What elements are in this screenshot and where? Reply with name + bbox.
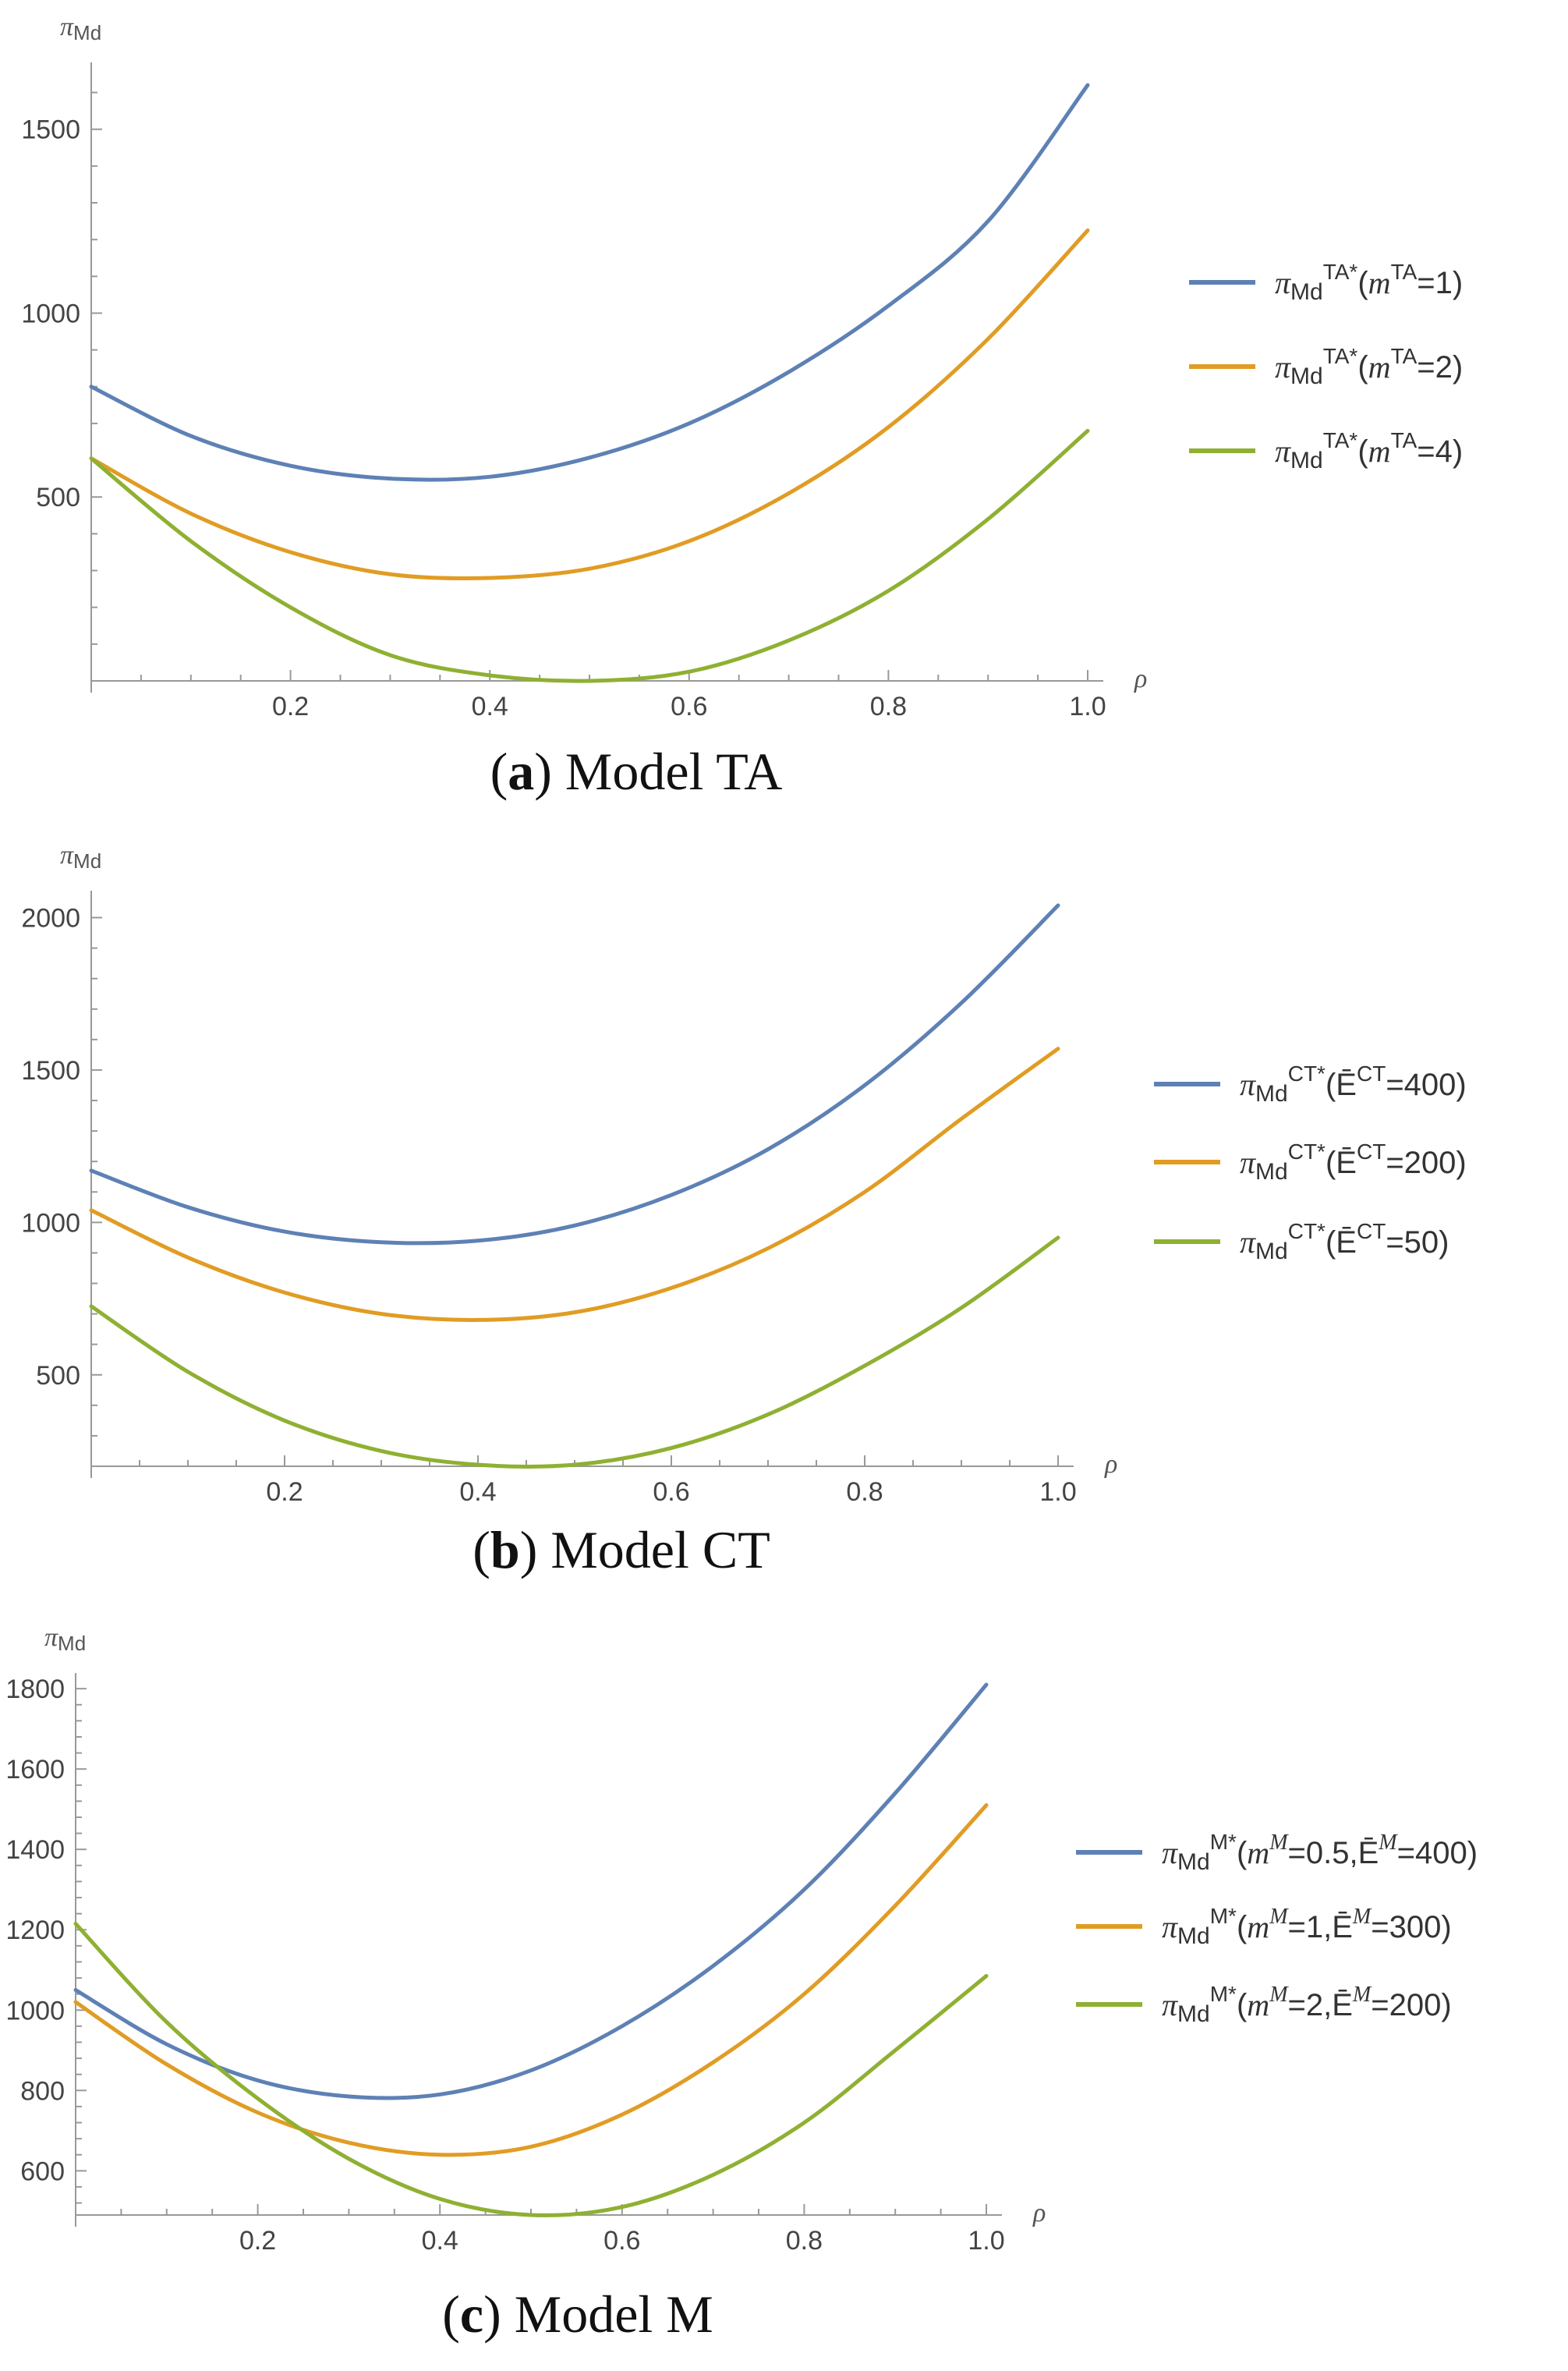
x-tick-label: 0.8 [786, 2226, 823, 2256]
legend-label: πMdCT*(ĒCT=200) [1240, 1139, 1467, 1185]
panel-caption: (a) Model TA [490, 742, 783, 801]
x-tick-label: 0.4 [422, 2226, 458, 2256]
y-axis-label: πMd [60, 12, 101, 44]
panel-model-ta: 0.2 0.4 0.6 0.8 1.0 500 1000 1500 πMd ρ πMdTA*(mTA… [21, 12, 1463, 801]
x-tick-label: 0.6 [603, 2226, 640, 2256]
panel-caption: (c) Model M [442, 2284, 713, 2344]
x-tick-label: 0.2 [272, 692, 309, 721]
panel-model-m: 0.2 0.4 0.6 0.8 1.0 600 800 1000 1200 1400 1600 180… [5, 1623, 1478, 2344]
series-line-3 [73, 1922, 989, 2217]
legend-label: πMdCT*(ĒCT=50) [1240, 1219, 1449, 1264]
panel-caption: (b) Model CT [473, 1520, 770, 1579]
x-axis-label: ρ [1104, 1450, 1117, 1479]
x-tick-label: 0.8 [846, 1477, 883, 1507]
x-tick-label: 0.6 [671, 692, 707, 721]
series-line-3 [89, 1235, 1060, 1469]
y-tick-label: 1000 [21, 1208, 80, 1238]
y-tick-label: 800 [20, 2076, 65, 2106]
legend-label: πMdTA*(mTA=1) [1275, 260, 1463, 305]
y-tick-label: 1000 [5, 1996, 65, 2025]
x-tick-label: 0.2 [239, 2226, 276, 2256]
x-axis-label: ρ [1032, 2199, 1046, 2227]
y-tick-label: 500 [36, 1361, 80, 1391]
legend-label: πMdM*(mM=2,ĒM=200) [1162, 1982, 1452, 2027]
y-tick-label: 1000 [21, 299, 80, 328]
y-tick-label: 1200 [5, 1916, 65, 1945]
x-tick-label: 0.2 [266, 1477, 303, 1507]
series-line-1 [89, 83, 1090, 482]
legend-label: πMdM*(mM=1,ĒM=300) [1162, 1904, 1452, 1949]
series-line-3 [89, 428, 1090, 683]
x-tick-label: 0.6 [653, 1477, 689, 1507]
y-tick-label: 1400 [5, 1835, 65, 1865]
legend-label: πMdM*(mM=0.5,ĒM=400) [1162, 1830, 1478, 1875]
y-tick-label: 2000 [21, 904, 80, 934]
y-tick-label: 1500 [21, 115, 80, 145]
y-tick-label: 1800 [5, 1675, 65, 1704]
y-axis-label: πMd [60, 841, 101, 873]
series-line-2 [73, 1803, 989, 2157]
series-line-2 [89, 1047, 1060, 1322]
y-tick-label: 600 [20, 2157, 65, 2186]
x-axis-label: ρ [1134, 665, 1147, 693]
panel-model-ct: 0.2 0.4 0.6 0.8 1.0 500 1000 1500 2000 πMd ρ πMdCT*… [21, 841, 1466, 1579]
y-tick-label: 1500 [21, 1056, 80, 1086]
y-tick-label: 1600 [5, 1755, 65, 1784]
x-tick-label: 0.4 [459, 1477, 496, 1507]
x-tick-label: 1.0 [1069, 692, 1106, 721]
x-tick-label: 1.0 [1039, 1477, 1076, 1507]
series-line-1 [89, 903, 1060, 1246]
legend-label: πMdTA*(mTA=4) [1275, 428, 1463, 473]
x-tick-label: 1.0 [968, 2226, 1004, 2256]
y-axis-label: πMd [44, 1623, 86, 1655]
x-tick-label: 0.8 [870, 692, 907, 721]
x-tick-label: 0.4 [472, 692, 508, 721]
legend-label: πMdCT*(ĒCT=400) [1240, 1061, 1467, 1107]
series-line-1 [73, 1682, 989, 2100]
y-tick-label: 500 [36, 483, 80, 512]
legend-label: πMdTA*(mTA=2) [1275, 344, 1463, 389]
series-line-2 [89, 228, 1090, 581]
